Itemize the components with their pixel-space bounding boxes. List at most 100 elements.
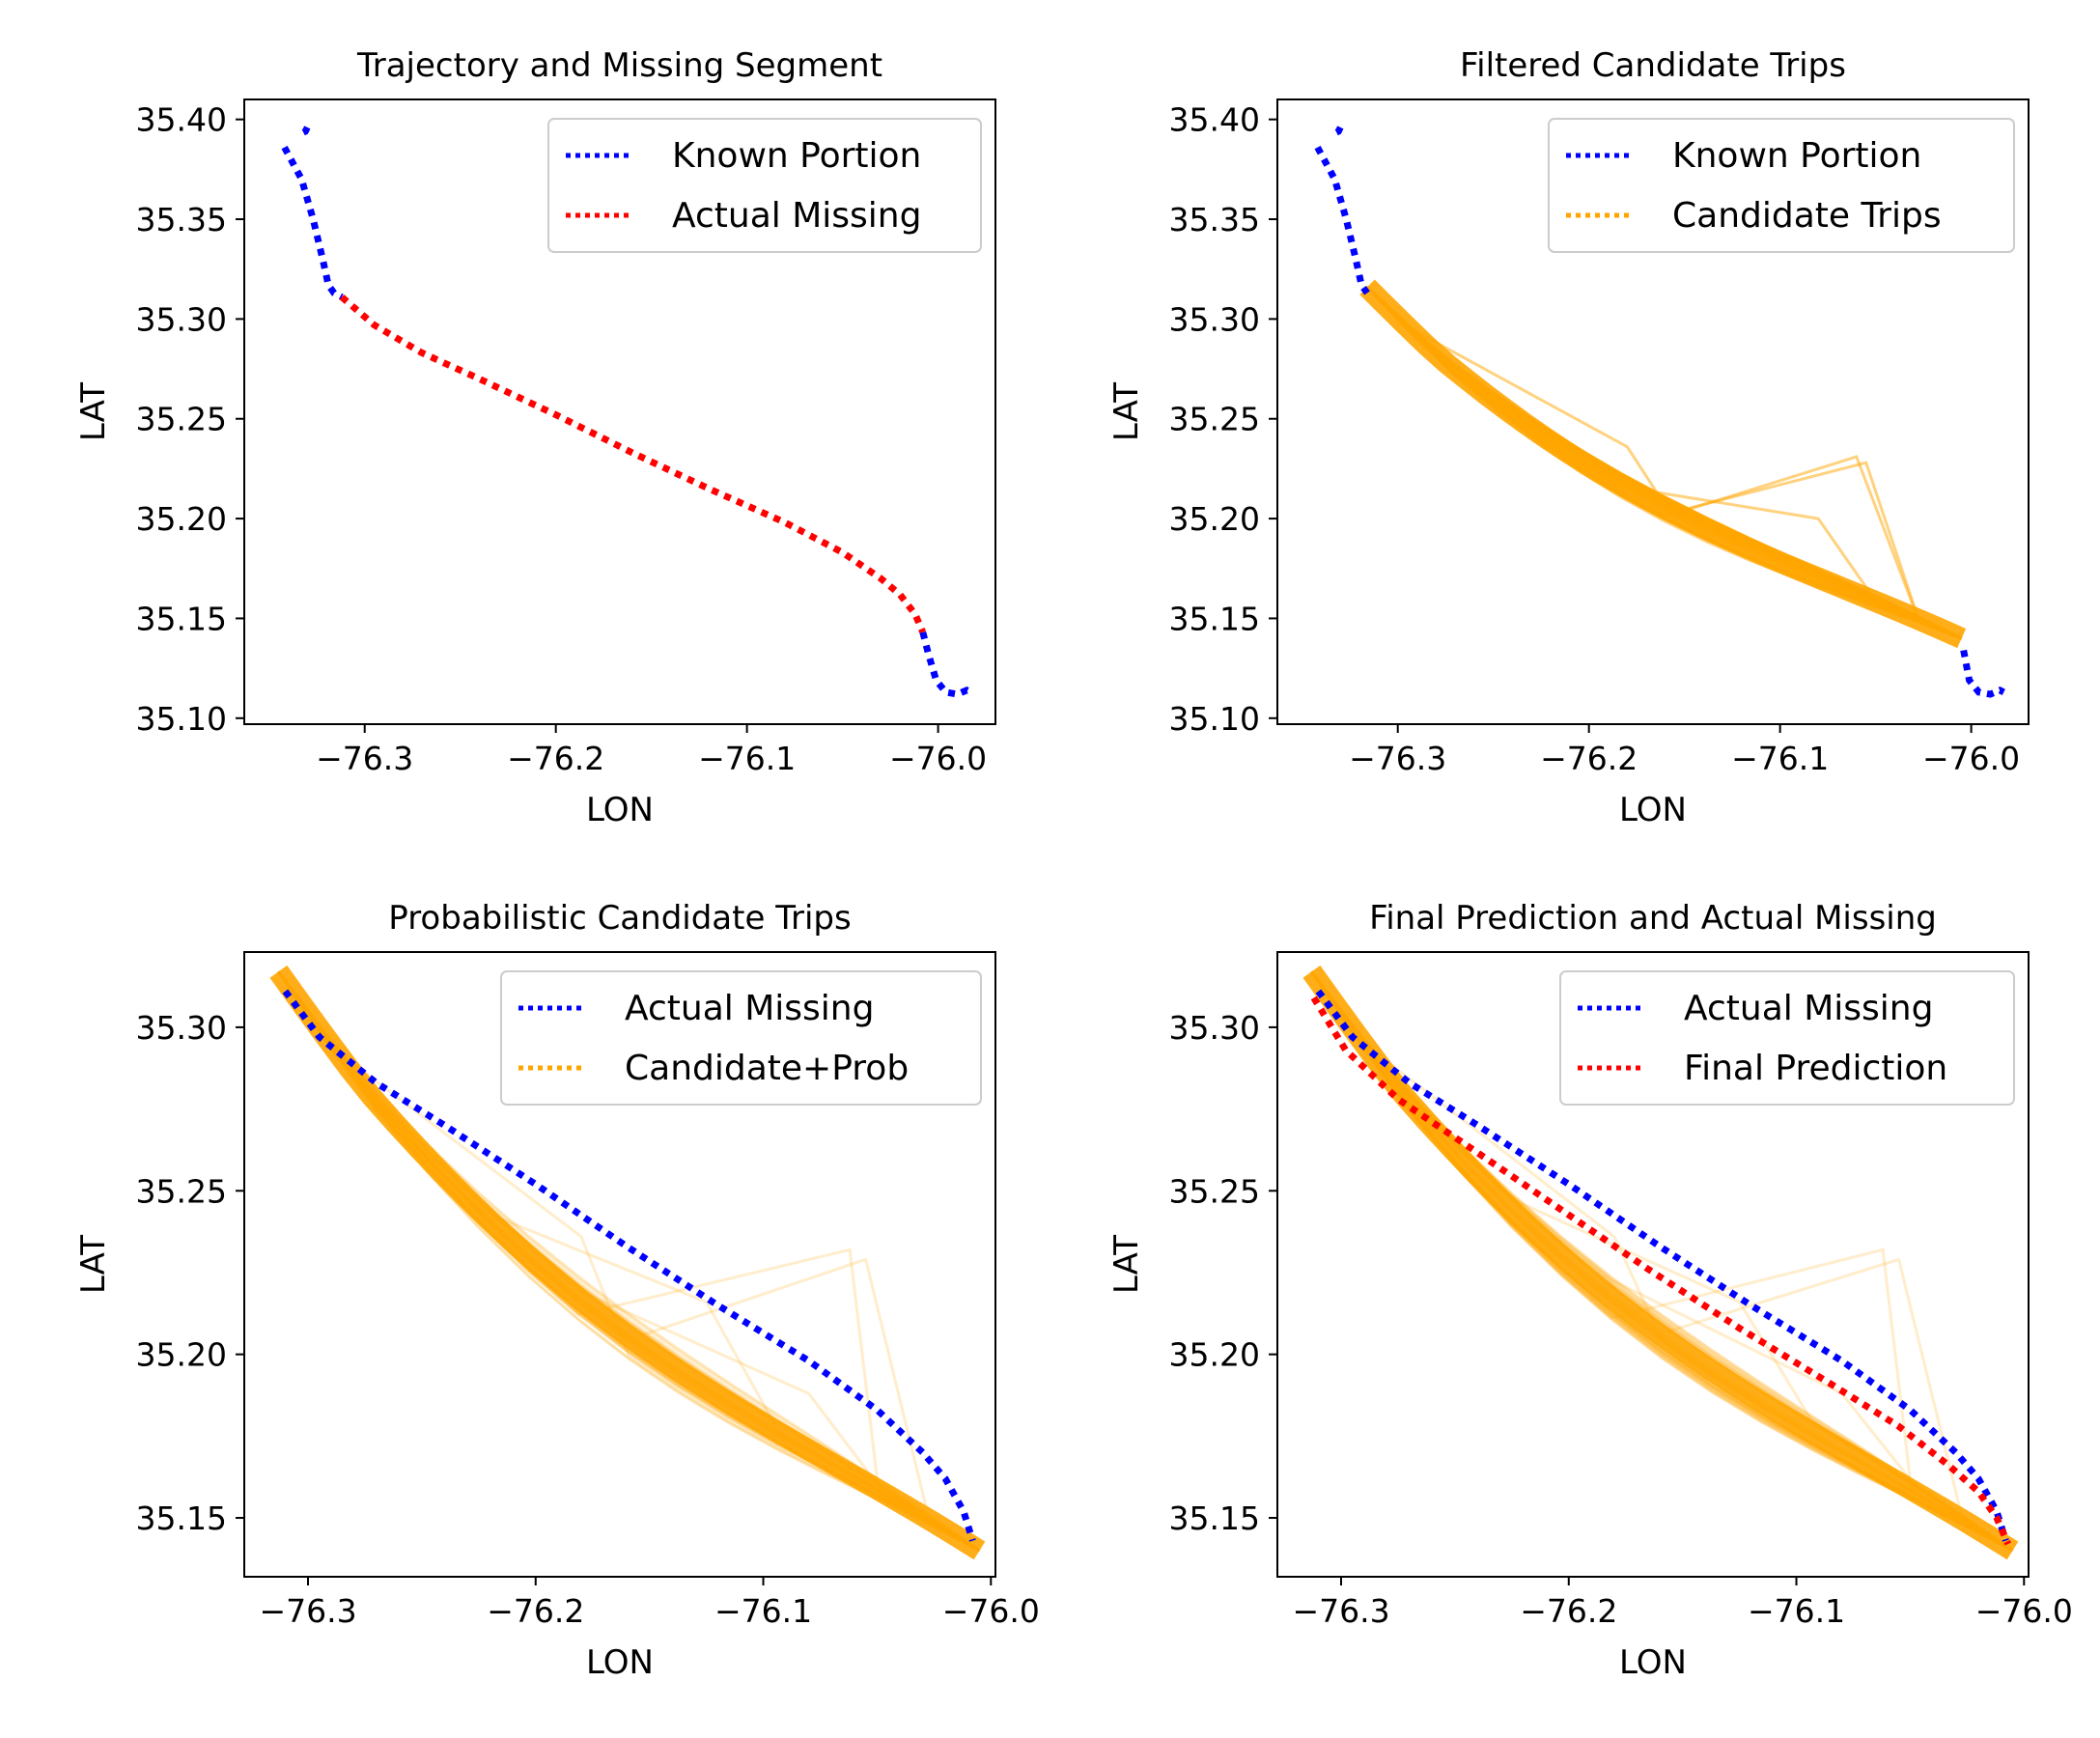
candidate-core-band bbox=[1359, 279, 1967, 649]
x-axis-label: LON bbox=[586, 791, 654, 829]
y-tick-label: 35.30 bbox=[1169, 300, 1260, 338]
candidate-trip-line bbox=[1365, 286, 1963, 640]
y-tick-label: 35.25 bbox=[136, 401, 227, 438]
legend-label: Actual Missing bbox=[625, 989, 874, 1028]
candidate-trip-line bbox=[1365, 286, 1963, 640]
candidate-trip-line bbox=[1365, 286, 1963, 640]
subplot-3: −76.3 −76.2 −76.1 −76.0 35.15 35.20 35.25 35.30… bbox=[74, 899, 1040, 1682]
y-tick-label: 35.20 bbox=[136, 1336, 227, 1374]
x-axis-label: LON bbox=[586, 1643, 654, 1682]
candidate-trip-line bbox=[1365, 286, 1963, 640]
legend-label: Final Prediction bbox=[1684, 1049, 1947, 1088]
y-tick-label: 35.35 bbox=[136, 201, 227, 238]
y-axis-label: LAT bbox=[1107, 1235, 1146, 1294]
candidate-trip-line bbox=[1365, 286, 1963, 640]
legend: Known Portion Actual Missing bbox=[547, 118, 982, 253]
x-tick-label: −76.2 bbox=[1540, 740, 1638, 777]
legend: Known Portion Candidate Trips bbox=[1548, 118, 2015, 253]
y-tick-label: 35.30 bbox=[136, 1009, 227, 1047]
y-tick-label: 35.35 bbox=[1169, 201, 1260, 238]
plot-area bbox=[269, 965, 986, 1560]
legend-label: Actual Missing bbox=[672, 196, 921, 236]
y-tick-label: 35.15 bbox=[1169, 600, 1260, 637]
candidate-trip-line bbox=[1365, 286, 1963, 640]
candidate-trip-line bbox=[1365, 286, 1963, 640]
axes-frame bbox=[243, 951, 996, 1578]
series-line bbox=[339, 294, 927, 634]
candidate-trip-line bbox=[1365, 286, 1963, 640]
x-tick-label: −76.3 bbox=[259, 1592, 356, 1630]
y-tick-label: 35.40 bbox=[136, 101, 227, 139]
candidate-trip-line bbox=[1365, 286, 1963, 640]
chart-title: Trajectory and Missing Segment bbox=[356, 46, 882, 85]
legend: Actual Missing Final Prediction bbox=[1559, 970, 2015, 1106]
x-axis-label: LON bbox=[1619, 1643, 1687, 1682]
legend-label: Candidate Trips bbox=[1672, 196, 1942, 236]
subplot-1: −76.3 −76.2 −76.1 −76.0 35.10 35.15 35.20 35.25… bbox=[74, 46, 996, 829]
series-line bbox=[1310, 995, 2012, 1546]
candidate-trip-line bbox=[1365, 286, 1963, 640]
x-axis-label: LON bbox=[1619, 791, 1687, 829]
y-tick-label: 35.30 bbox=[1169, 1009, 1260, 1047]
y-tick-label: 35.25 bbox=[136, 1172, 227, 1210]
plot-area bbox=[1302, 965, 2019, 1560]
axes-frame bbox=[1276, 98, 2030, 725]
x-tick-label: −76.1 bbox=[714, 1592, 812, 1630]
x-tick-label: −76.1 bbox=[1748, 1592, 1845, 1630]
series-line bbox=[299, 126, 311, 137]
y-tick-label: 35.40 bbox=[1169, 101, 1260, 139]
y-axis-label: LAT bbox=[74, 1235, 113, 1294]
legend-label: Known Portion bbox=[1672, 136, 1921, 176]
y-tick-label: 35.15 bbox=[136, 600, 227, 637]
y-tick-label: 35.20 bbox=[1169, 500, 1260, 538]
candidate-trip-line bbox=[1365, 286, 1963, 640]
candidate-trip-line bbox=[1365, 286, 1963, 640]
x-tick-label: −76.3 bbox=[1349, 740, 1446, 777]
candidate-trips bbox=[1359, 279, 1967, 649]
series-line bbox=[281, 145, 344, 300]
candidate-trip-line bbox=[1365, 286, 1963, 640]
candidate-trip-line bbox=[1365, 286, 1963, 640]
candidate-trips bbox=[269, 965, 986, 1560]
axes-frame bbox=[1276, 951, 2030, 1578]
candidate-trip-line bbox=[1365, 286, 1963, 640]
candidate-trip-line bbox=[1365, 286, 1963, 640]
candidate-trip-line bbox=[1365, 286, 1963, 640]
subplot-4: −76.3 −76.2 −76.1 −76.0 35.15 35.20 35.25 35.30… bbox=[1107, 899, 2073, 1682]
candidate-trip-line bbox=[1365, 286, 1963, 640]
series-line bbox=[1960, 649, 2005, 698]
x-tick-label: −76.0 bbox=[1975, 1592, 2073, 1630]
plot-area bbox=[281, 126, 972, 698]
axes-frame bbox=[243, 98, 996, 725]
y-tick-label: 35.25 bbox=[1169, 401, 1260, 438]
chart-title: Filtered Candidate Trips bbox=[1460, 46, 1846, 85]
legend-label: Candidate+Prob bbox=[625, 1049, 909, 1088]
legend-box bbox=[547, 118, 982, 253]
x-tick-label: −76.2 bbox=[507, 740, 604, 777]
x-tick-label: −76.1 bbox=[1731, 740, 1829, 777]
y-tick-label: 35.30 bbox=[136, 300, 227, 338]
legend: Actual Missing Candidate+Prob bbox=[500, 970, 982, 1106]
x-tick-label: −76.3 bbox=[1292, 1592, 1389, 1630]
candidate-trip-line bbox=[1365, 286, 1963, 640]
y-tick-label: 35.20 bbox=[1169, 1336, 1260, 1374]
candidate-trip-line bbox=[1365, 286, 1963, 640]
series-line bbox=[1315, 989, 2009, 1542]
x-tick-label: −76.3 bbox=[316, 740, 413, 777]
candidate-trip-line bbox=[1365, 286, 1963, 640]
series-line bbox=[1314, 145, 1370, 295]
x-tick-label: −76.2 bbox=[1520, 1592, 1617, 1630]
series-line bbox=[919, 631, 972, 698]
legend-label: Known Portion bbox=[672, 136, 921, 176]
candidate-trip-line bbox=[1365, 286, 1963, 640]
series-line bbox=[282, 989, 976, 1542]
candidate-trip-line bbox=[1365, 286, 1963, 640]
candidate-trip-line bbox=[1365, 286, 1963, 640]
legend-label: Actual Missing bbox=[1684, 989, 1933, 1028]
y-tick-label: 35.15 bbox=[136, 1500, 227, 1537]
y-axis-label: LAT bbox=[74, 382, 113, 441]
chart-title: Probabilistic Candidate Trips bbox=[388, 899, 851, 938]
candidate-trip-line bbox=[1365, 286, 1963, 640]
subplot-2: −76.3 −76.2 −76.1 −76.0 35.10 35.15 35.20 35.25… bbox=[1107, 46, 2030, 829]
series-line bbox=[1332, 126, 1344, 137]
